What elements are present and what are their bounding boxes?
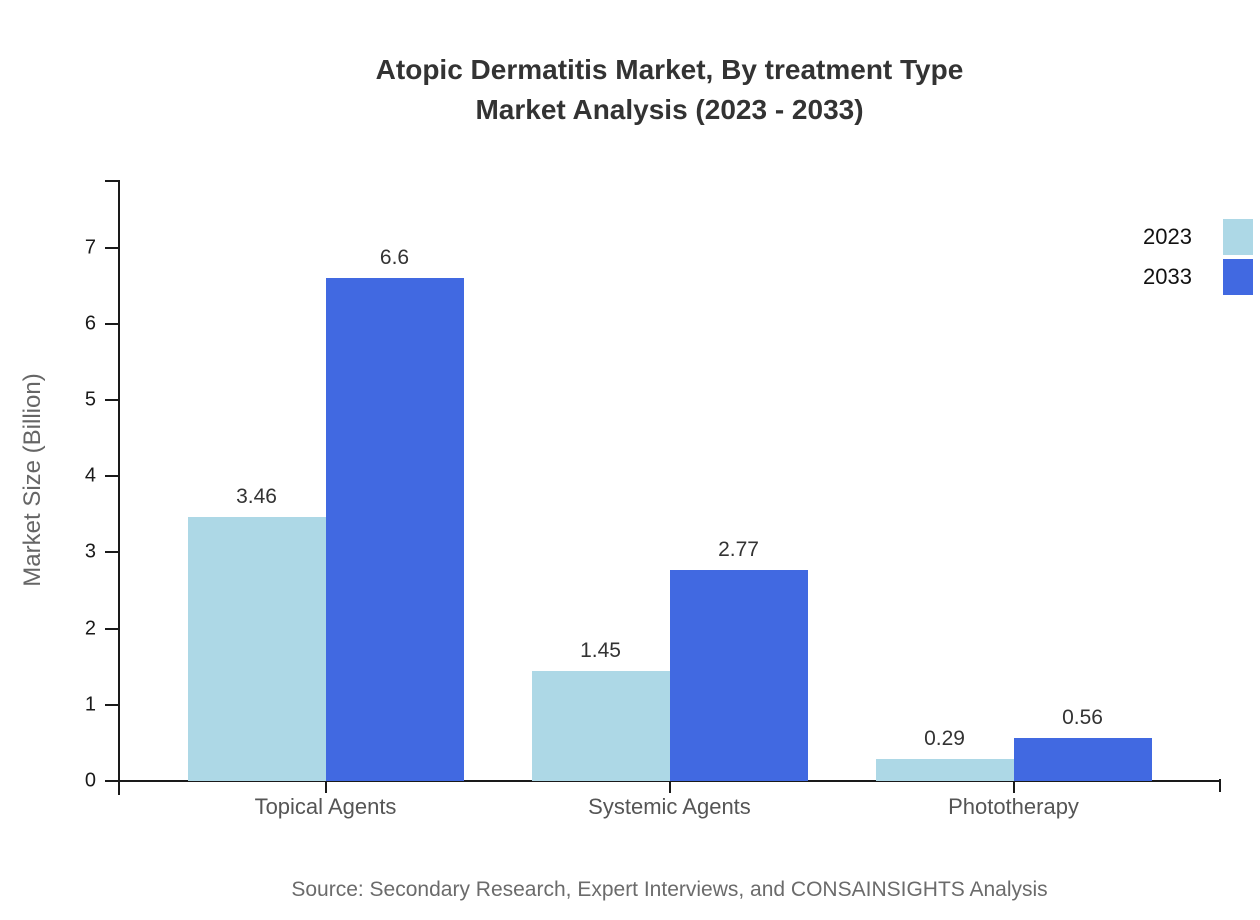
- legend-swatch: [1223, 219, 1253, 255]
- y-tick-label: 4: [84, 464, 96, 487]
- y-tick-label: 6: [84, 312, 96, 335]
- y-tick-mark: [105, 551, 118, 554]
- bar-2023-phototherapy: [875, 758, 1014, 781]
- x-tick-mark: [668, 781, 671, 793]
- y-tick-mark: [105, 246, 118, 249]
- x-category-label: Topical Agents: [254, 794, 397, 819]
- legend-item-2023: 2023: [1143, 219, 1253, 255]
- legend-swatch: [1223, 259, 1253, 295]
- bar-2023-systemic-agents: [531, 670, 670, 781]
- y-tick-mark: [105, 475, 118, 478]
- y-tick-label: 2: [84, 617, 96, 640]
- bar-2033-topical-agents: [325, 278, 464, 781]
- y-tick-label: 1: [84, 693, 96, 716]
- y-axis-title: Market Size (Billion): [19, 373, 46, 587]
- x-tick-mark: [324, 781, 327, 793]
- bar-value-label: 2.77: [718, 538, 759, 562]
- y-tick-mark: [105, 703, 118, 706]
- bar-2033-systemic-agents: [669, 570, 808, 781]
- chart-title-line1: Atopic Dermatitis Market, By treatment T…: [375, 54, 964, 85]
- x-category-label: Systemic Agents: [588, 794, 751, 819]
- bar-value-label: 1.45: [580, 638, 621, 662]
- legend-item-2033: 2033: [1143, 259, 1253, 295]
- bar-value-label: 0.29: [924, 726, 965, 750]
- plot-area: 0 1 2 3 4 5 6 7 Topical Agents 3.46 6.6 Systemic Ag…: [85, 180, 1221, 819]
- legend-label: 2033: [1143, 264, 1192, 289]
- y-axis-top-cap: [105, 180, 118, 182]
- legend-label: 2023: [1143, 224, 1192, 249]
- bar-value-label: 3.46: [236, 485, 277, 509]
- y-tick-mark: [105, 780, 118, 782]
- bar-value-label: 0.56: [1062, 706, 1103, 730]
- y-tick-mark: [105, 399, 118, 402]
- y-tick-label: 0: [84, 769, 96, 792]
- source-text: Source: Secondary Research, Expert Inter…: [291, 878, 1048, 901]
- y-axis-spine: [118, 180, 120, 795]
- bar-2033-phototherapy: [1013, 738, 1152, 781]
- x-tick-mark: [1012, 781, 1015, 793]
- chart-legend: 2023 2033: [1143, 219, 1253, 299]
- y-tick-label: 7: [84, 236, 96, 259]
- bar-2023-topical-agents: [187, 517, 326, 781]
- chart-title-line2: Market Analysis (2023 - 2033): [475, 94, 864, 125]
- y-tick-label: 5: [84, 388, 96, 411]
- y-tick-mark: [105, 627, 118, 630]
- y-tick-mark: [105, 322, 118, 325]
- x-axis-right-cap: [1219, 779, 1221, 792]
- x-category-label: Phototherapy: [948, 794, 1079, 819]
- chart-title: Atopic Dermatitis Market, By treatment T…: [118, 50, 1221, 130]
- bar-value-label: 6.6: [379, 246, 410, 270]
- y-tick-label: 3: [84, 540, 96, 563]
